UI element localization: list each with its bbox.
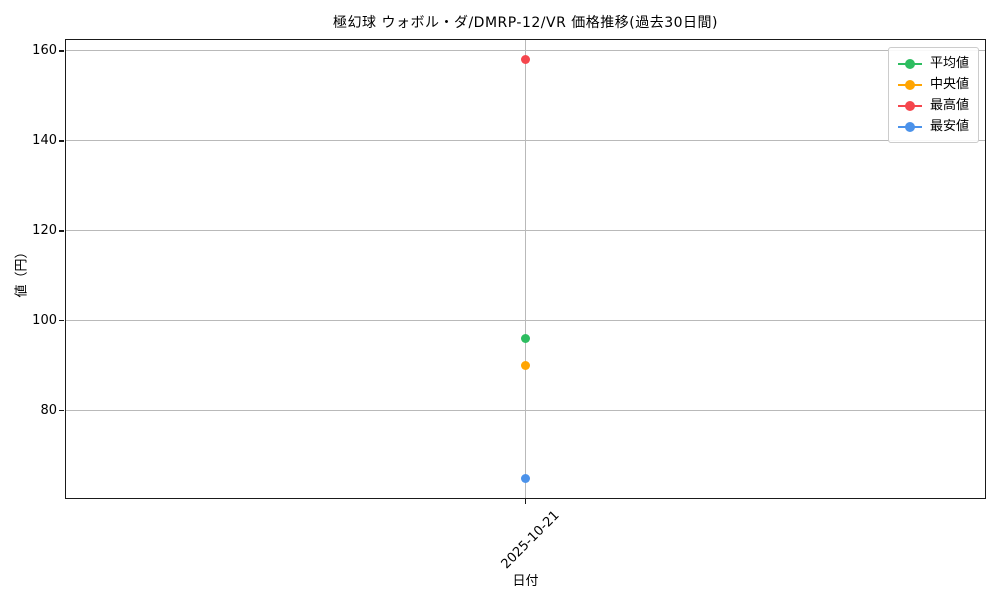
- legend-label: 中央値: [930, 76, 970, 92]
- y-tick-label: 160: [32, 42, 57, 58]
- legend-label: 平均値: [930, 55, 970, 71]
- legend-dot-icon: [905, 58, 915, 69]
- legend-item-max: 最高値: [898, 97, 969, 114]
- v-gridline: [525, 40, 526, 498]
- data-point-max: [521, 55, 530, 65]
- y-tick-mark: [59, 140, 64, 142]
- plot-area: [65, 39, 986, 499]
- y-tick-mark: [59, 319, 64, 322]
- data-point-median: [521, 361, 530, 371]
- y-tick-label: 100: [32, 312, 57, 328]
- data-point-average: [521, 334, 530, 344]
- legend-line-icon: [898, 100, 922, 111]
- legend-label: 最安値: [930, 118, 970, 134]
- legend-item-average: 平均値: [898, 55, 969, 72]
- legend-item-min: 最安値: [898, 118, 969, 135]
- y-tick-label: 140: [32, 132, 57, 148]
- legend-label: 最高値: [930, 97, 970, 113]
- y-tick-mark: [59, 230, 64, 232]
- y-tick-label: 120: [32, 222, 57, 238]
- y-tick-mark: [59, 50, 64, 52]
- legend-dot-icon: [905, 79, 915, 90]
- legend-dot-icon: [905, 100, 915, 111]
- legend-line-icon: [898, 79, 922, 90]
- y-tick-label: 80: [40, 402, 57, 418]
- x-axis-label: 日付: [512, 574, 539, 589]
- y-tick-mark: [59, 409, 64, 412]
- legend-line-icon: [898, 58, 922, 69]
- x-tick-mark: [524, 499, 527, 504]
- legend-item-median: 中央値: [898, 76, 969, 93]
- legend-dot-icon: [905, 121, 915, 132]
- legend: 平均値中央値最高値最安値: [888, 47, 980, 143]
- data-point-min: [521, 473, 530, 483]
- chart-title: 極幻球 ウォボル・ダ/DMRP-12/VR 価格推移(過去30日間): [333, 15, 718, 31]
- legend-line-icon: [898, 121, 922, 132]
